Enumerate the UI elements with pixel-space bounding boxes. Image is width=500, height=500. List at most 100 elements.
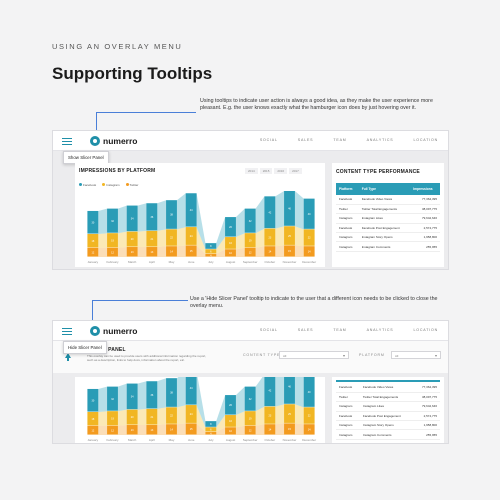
bar-facebook[interactable] — [166, 200, 177, 229]
bar-instagram[interactable] — [87, 411, 99, 426]
bar-facebook[interactable] — [107, 208, 118, 233]
bar-twitter[interactable] — [205, 253, 217, 257]
bar-facebook[interactable] — [185, 377, 197, 405]
bar-instagram[interactable] — [244, 233, 256, 248]
bar-facebook[interactable] — [87, 388, 99, 412]
bar-twitter[interactable] — [284, 245, 295, 257]
bar-twitter[interactable] — [87, 247, 99, 257]
nav-social[interactable]: SOCIAL — [259, 138, 278, 142]
year-2014[interactable]: 2014 — [245, 168, 258, 174]
bar-instagram[interactable] — [185, 227, 197, 245]
bar-facebook[interactable] — [126, 205, 138, 232]
bar-twitter[interactable] — [185, 245, 197, 257]
year-2016[interactable]: 2016 — [274, 168, 288, 174]
bar-twitter[interactable] — [166, 424, 177, 435]
hamburger-menu-icon[interactable] — [62, 328, 72, 335]
bar-facebook[interactable] — [107, 386, 118, 411]
bar-twitter[interactable] — [303, 246, 315, 257]
bar-facebook[interactable] — [284, 191, 295, 226]
hamburger-menu-icon[interactable] — [62, 138, 72, 145]
bar-facebook[interactable] — [225, 395, 236, 415]
bar-facebook[interactable] — [244, 208, 256, 233]
bar-facebook[interactable] — [244, 386, 256, 411]
table-row[interactable]: Instagram Instagram Likes 79,642,646 — [336, 401, 440, 412]
bar-instagram[interactable] — [205, 249, 217, 254]
bar-instagram[interactable] — [126, 409, 138, 425]
bar-instagram[interactable] — [205, 427, 217, 432]
table-row[interactable]: Twitter Twitter Total Engagements 38,097,7… — [336, 204, 440, 215]
col-impressions[interactable]: Impressions — [410, 183, 440, 195]
platform-select[interactable]: All — [391, 351, 441, 359]
bar-twitter[interactable] — [225, 249, 236, 257]
bar-instagram[interactable] — [284, 226, 295, 245]
table-row[interactable]: Instagram Instagram Story Opens 1,958,800 — [336, 232, 440, 243]
bar-instagram[interactable] — [303, 407, 315, 424]
nav-analytics[interactable]: ANALYTICS — [366, 328, 394, 332]
bar-instagram[interactable] — [284, 404, 295, 423]
bar-instagram[interactable] — [225, 415, 236, 427]
nav-sales[interactable]: SALES — [297, 328, 314, 332]
nav-location[interactable]: LOCATION — [413, 328, 438, 332]
table-row[interactable]: Facebook Facebook Video Views 77,364,395 — [336, 195, 440, 205]
close-panel-arrow-icon[interactable] — [65, 353, 71, 361]
bar-twitter[interactable] — [126, 247, 138, 257]
bar-facebook[interactable] — [87, 210, 99, 234]
table-row[interactable]: Instagram Instagram Story Opens 1,958,800 — [336, 420, 440, 431]
bar-facebook[interactable] — [146, 381, 158, 409]
nav-team[interactable]: TEAM — [333, 138, 347, 142]
bar-facebook[interactable] — [225, 217, 236, 237]
bar-twitter[interactable] — [126, 425, 138, 435]
nav-social[interactable]: SOCIAL — [259, 328, 278, 332]
bar-facebook[interactable] — [303, 377, 315, 407]
bar-facebook[interactable] — [264, 377, 276, 407]
bar-instagram[interactable] — [107, 233, 118, 248]
bar-twitter[interactable] — [225, 427, 236, 435]
table-row[interactable]: Instagram Instagram Comments 255,955 — [336, 241, 440, 252]
nav-sales[interactable]: SALES — [297, 138, 314, 142]
col-full-type[interactable]: Full Type — [358, 183, 411, 195]
col-platform[interactable]: Platform — [336, 183, 359, 195]
bar-instagram[interactable] — [146, 230, 158, 247]
bar-instagram[interactable] — [126, 231, 138, 247]
bar-twitter[interactable] — [244, 425, 256, 435]
bar-twitter[interactable] — [107, 247, 118, 257]
table-row[interactable]: Instagram Instagram Likes 79,642,646 — [336, 213, 440, 224]
bar-instagram[interactable] — [185, 405, 197, 423]
bar-twitter[interactable] — [205, 431, 217, 435]
bar-twitter[interactable] — [244, 247, 256, 257]
bar-facebook[interactable] — [185, 193, 197, 227]
table-row[interactable]: Facebook Facebook Video Views 77,364,395 — [336, 383, 440, 393]
bar-instagram[interactable] — [87, 233, 99, 248]
bar-twitter[interactable] — [146, 425, 158, 435]
bar-instagram[interactable] — [264, 406, 276, 424]
bar-facebook[interactable] — [303, 198, 315, 229]
bar-facebook[interactable] — [166, 378, 177, 407]
bar-twitter[interactable] — [166, 246, 177, 257]
bar-instagram[interactable] — [225, 237, 236, 249]
bar-twitter[interactable] — [146, 247, 158, 257]
bar-twitter[interactable] — [284, 423, 295, 435]
bar-facebook[interactable] — [126, 383, 138, 410]
bar-facebook[interactable] — [146, 203, 158, 231]
year-2017[interactable]: 2017 — [289, 168, 302, 174]
bar-instagram[interactable] — [107, 411, 118, 426]
bar-twitter[interactable] — [107, 425, 118, 435]
table-row[interactable]: Twitter Twitter Total Engagements 38,097,7… — [336, 392, 440, 403]
bar-facebook[interactable] — [205, 421, 217, 427]
bar-instagram[interactable] — [166, 229, 177, 246]
table-row[interactable]: Facebook Facebook Post Engagement 2,574,77… — [336, 411, 440, 422]
bar-instagram[interactable] — [166, 407, 177, 424]
bar-facebook[interactable] — [205, 243, 217, 249]
bar-instagram[interactable] — [303, 229, 315, 246]
nav-team[interactable]: TEAM — [333, 328, 347, 332]
bar-twitter[interactable] — [264, 246, 276, 257]
content-type-select[interactable]: All — [279, 351, 349, 359]
bar-facebook[interactable] — [264, 196, 276, 229]
bar-instagram[interactable] — [244, 411, 256, 426]
nav-location[interactable]: LOCATION — [413, 138, 438, 142]
bar-instagram[interactable] — [264, 228, 276, 246]
bar-twitter[interactable] — [185, 423, 197, 435]
year-2015[interactable]: 2015 — [259, 168, 273, 174]
bar-instagram[interactable] — [146, 408, 158, 425]
nav-analytics[interactable]: ANALYTICS — [366, 138, 394, 142]
